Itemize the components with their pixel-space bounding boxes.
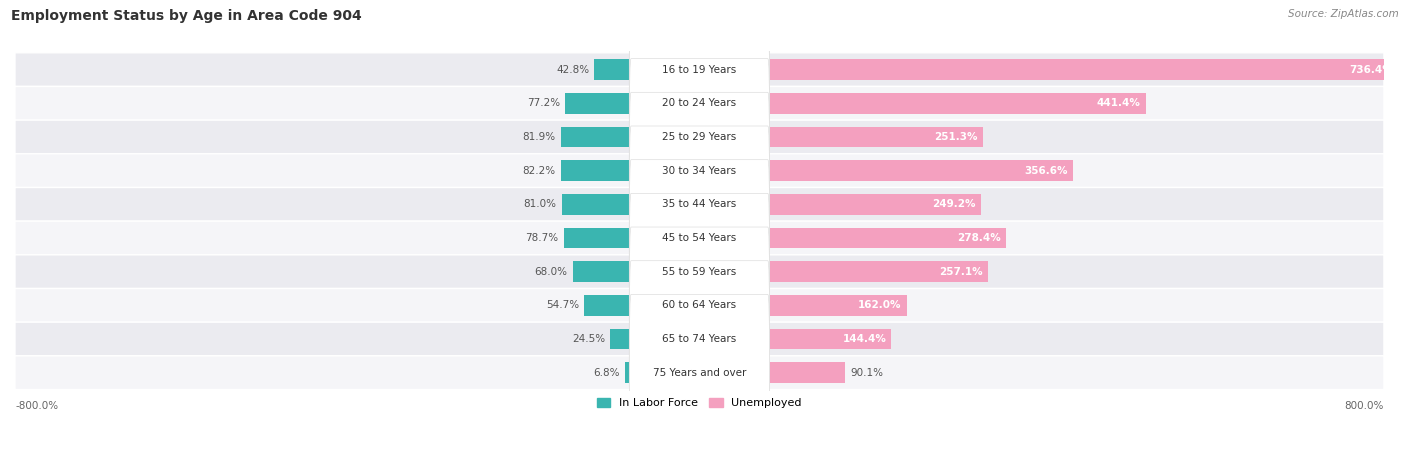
Bar <box>768 228 1007 249</box>
Text: 77.2%: 77.2% <box>527 98 560 108</box>
Bar <box>565 93 631 114</box>
FancyBboxPatch shape <box>630 160 769 316</box>
FancyBboxPatch shape <box>15 53 1384 87</box>
Text: 278.4%: 278.4% <box>957 233 1001 243</box>
FancyBboxPatch shape <box>15 356 1384 390</box>
FancyBboxPatch shape <box>630 59 769 215</box>
Bar <box>768 362 845 383</box>
Text: 82.2%: 82.2% <box>523 166 555 175</box>
Text: 144.4%: 144.4% <box>842 334 886 344</box>
FancyBboxPatch shape <box>15 322 1384 356</box>
Text: 20 to 24 Years: 20 to 24 Years <box>662 98 737 108</box>
Text: 16 to 19 Years: 16 to 19 Years <box>662 64 737 74</box>
Text: 90.1%: 90.1% <box>851 368 883 377</box>
Text: 30 to 34 Years: 30 to 34 Years <box>662 166 737 175</box>
Text: Source: ZipAtlas.com: Source: ZipAtlas.com <box>1288 9 1399 19</box>
Text: 55 to 59 Years: 55 to 59 Years <box>662 267 737 276</box>
Text: 65 to 74 Years: 65 to 74 Years <box>662 334 737 344</box>
Text: 75 Years and over: 75 Years and over <box>652 368 747 377</box>
FancyBboxPatch shape <box>630 0 769 148</box>
FancyBboxPatch shape <box>630 126 769 283</box>
Bar <box>562 194 631 215</box>
Text: 78.7%: 78.7% <box>526 233 558 243</box>
FancyBboxPatch shape <box>630 261 769 417</box>
Bar <box>561 127 631 147</box>
Text: 25 to 29 Years: 25 to 29 Years <box>662 132 737 142</box>
Text: 6.8%: 6.8% <box>593 368 620 377</box>
FancyBboxPatch shape <box>630 25 769 182</box>
Text: Employment Status by Age in Area Code 904: Employment Status by Age in Area Code 90… <box>11 9 361 23</box>
Text: 441.4%: 441.4% <box>1097 98 1140 108</box>
Bar <box>768 295 907 316</box>
Bar <box>564 228 631 249</box>
Bar <box>626 362 631 383</box>
Bar <box>585 295 631 316</box>
FancyBboxPatch shape <box>15 221 1384 255</box>
Bar <box>768 261 988 282</box>
Text: 736.4%: 736.4% <box>1350 64 1393 74</box>
Text: 42.8%: 42.8% <box>557 64 589 74</box>
FancyBboxPatch shape <box>15 154 1384 188</box>
Text: 60 to 64 Years: 60 to 64 Years <box>662 300 737 310</box>
Bar <box>572 261 631 282</box>
Bar <box>768 194 981 215</box>
Bar <box>768 127 983 147</box>
FancyBboxPatch shape <box>15 87 1384 120</box>
FancyBboxPatch shape <box>15 289 1384 322</box>
Text: 45 to 54 Years: 45 to 54 Years <box>662 233 737 243</box>
Text: 81.0%: 81.0% <box>523 199 557 209</box>
FancyBboxPatch shape <box>630 92 769 249</box>
FancyBboxPatch shape <box>15 120 1384 154</box>
Bar <box>610 329 631 350</box>
Text: 800.0%: 800.0% <box>1344 401 1384 411</box>
Bar <box>768 329 891 350</box>
Text: 68.0%: 68.0% <box>534 267 568 276</box>
Text: 249.2%: 249.2% <box>932 199 976 209</box>
Bar <box>561 160 631 181</box>
FancyBboxPatch shape <box>630 227 769 384</box>
FancyBboxPatch shape <box>15 188 1384 221</box>
FancyBboxPatch shape <box>15 255 1384 289</box>
Legend: In Labor Force, Unemployed: In Labor Force, Unemployed <box>592 394 807 413</box>
Bar <box>595 59 631 80</box>
Bar <box>768 59 1398 80</box>
Bar <box>768 93 1146 114</box>
Text: -800.0%: -800.0% <box>15 401 58 411</box>
Text: 24.5%: 24.5% <box>572 334 605 344</box>
Text: 162.0%: 162.0% <box>858 300 901 310</box>
FancyBboxPatch shape <box>630 193 769 350</box>
Bar <box>768 160 1073 181</box>
Text: 81.9%: 81.9% <box>523 132 555 142</box>
Text: 356.6%: 356.6% <box>1025 166 1069 175</box>
Text: 251.3%: 251.3% <box>934 132 977 142</box>
Text: 35 to 44 Years: 35 to 44 Years <box>662 199 737 209</box>
FancyBboxPatch shape <box>630 295 769 451</box>
Text: 257.1%: 257.1% <box>939 267 983 276</box>
Text: 54.7%: 54.7% <box>546 300 579 310</box>
